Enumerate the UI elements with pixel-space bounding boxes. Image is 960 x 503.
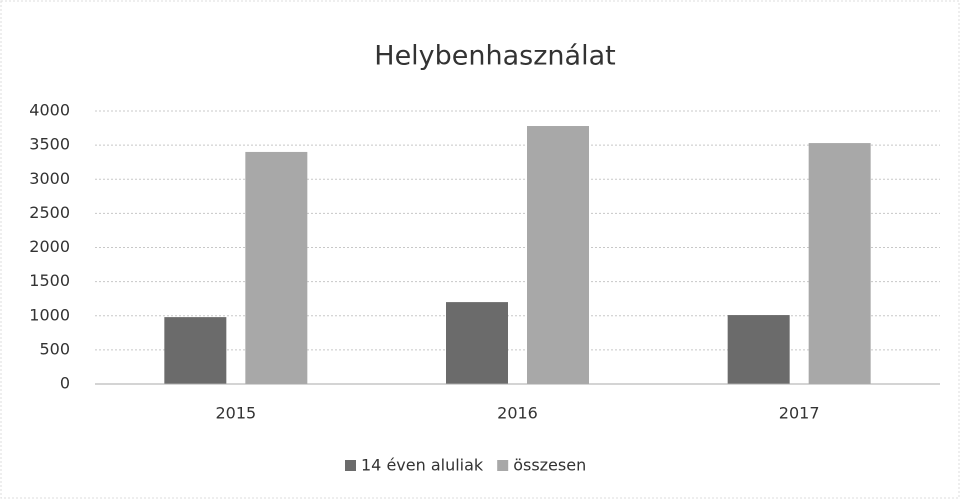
bar bbox=[527, 126, 589, 384]
y-tick-label: 4000 bbox=[29, 101, 70, 120]
bar bbox=[164, 317, 227, 384]
bar bbox=[808, 143, 871, 384]
y-tick-label: 3500 bbox=[29, 135, 70, 154]
y-tick-label: 500 bbox=[39, 339, 70, 358]
bar bbox=[727, 315, 790, 384]
chart-title: Helybenhasználat bbox=[374, 41, 615, 72]
x-tick-label: 2016 bbox=[497, 404, 538, 423]
y-tick-label: 3000 bbox=[29, 169, 70, 188]
y-tick-label: 2000 bbox=[29, 237, 70, 256]
legend-swatch bbox=[497, 460, 509, 471]
legend-label: összesen bbox=[513, 456, 586, 475]
legend-swatch bbox=[345, 460, 356, 471]
legend-label: 14 éven aluliak bbox=[361, 456, 484, 475]
bar bbox=[446, 302, 508, 384]
y-tick-label: 1000 bbox=[29, 305, 70, 324]
bar bbox=[245, 151, 308, 384]
x-tick-label: 2015 bbox=[215, 404, 256, 423]
y-tick-label: 1500 bbox=[29, 271, 70, 290]
y-tick-label: 0 bbox=[60, 374, 70, 393]
x-tick-label: 2017 bbox=[779, 404, 820, 423]
y-tick-label: 2500 bbox=[29, 203, 70, 222]
